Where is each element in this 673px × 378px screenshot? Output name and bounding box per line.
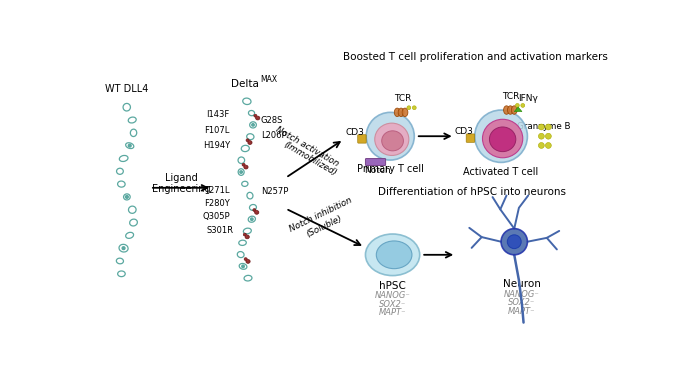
Ellipse shape: [253, 208, 254, 209]
Text: F107L: F107L: [205, 125, 229, 135]
Text: TCR: TCR: [394, 94, 411, 103]
Text: F280Y: F280Y: [204, 200, 229, 209]
Ellipse shape: [244, 165, 248, 169]
Ellipse shape: [245, 235, 249, 239]
Text: T271L: T271L: [205, 186, 229, 195]
Text: L206P: L206P: [261, 131, 287, 140]
Ellipse shape: [244, 257, 246, 259]
Text: Notch inhibition: Notch inhibition: [288, 196, 353, 234]
Ellipse shape: [474, 110, 528, 163]
Ellipse shape: [376, 241, 412, 269]
Circle shape: [407, 106, 411, 110]
Ellipse shape: [507, 106, 513, 114]
Circle shape: [545, 124, 551, 130]
Text: Delta: Delta: [232, 79, 259, 89]
Ellipse shape: [246, 235, 247, 237]
Text: Boosted T cell proliferation and activation markers: Boosted T cell proliferation and activat…: [343, 52, 608, 62]
Ellipse shape: [489, 127, 516, 152]
Text: hPSC: hPSC: [379, 280, 406, 291]
Circle shape: [521, 104, 525, 107]
Circle shape: [129, 144, 131, 147]
Circle shape: [413, 106, 416, 110]
Ellipse shape: [256, 116, 258, 118]
Text: NANOG⁻: NANOG⁻: [375, 291, 411, 300]
Circle shape: [516, 104, 520, 107]
Text: Notch activation: Notch activation: [274, 125, 341, 169]
Text: N257P: N257P: [261, 187, 288, 196]
Ellipse shape: [244, 258, 247, 260]
Circle shape: [538, 133, 544, 139]
Circle shape: [240, 171, 242, 173]
Ellipse shape: [394, 108, 400, 116]
Ellipse shape: [242, 163, 245, 166]
Ellipse shape: [244, 233, 246, 236]
Circle shape: [545, 143, 551, 149]
Circle shape: [538, 143, 544, 149]
Text: Neuron: Neuron: [503, 279, 541, 289]
Circle shape: [538, 124, 544, 130]
Ellipse shape: [382, 131, 403, 151]
Ellipse shape: [483, 119, 523, 158]
Text: SOX2⁻: SOX2⁻: [508, 298, 536, 307]
FancyBboxPatch shape: [365, 158, 386, 166]
Text: MAPT⁻: MAPT⁻: [379, 308, 406, 317]
Ellipse shape: [402, 108, 408, 116]
Text: IFNγ: IFNγ: [518, 94, 538, 103]
Ellipse shape: [503, 106, 509, 114]
Ellipse shape: [246, 139, 249, 142]
Ellipse shape: [375, 123, 409, 155]
Text: Activated T cell: Activated T cell: [464, 167, 538, 177]
Text: NANOG⁻: NANOG⁻: [504, 290, 540, 299]
Ellipse shape: [246, 260, 250, 263]
Circle shape: [545, 133, 551, 139]
Text: H194Y: H194Y: [203, 141, 229, 150]
Circle shape: [122, 247, 125, 249]
Circle shape: [252, 124, 254, 126]
Text: WT DLL4: WT DLL4: [105, 84, 149, 94]
Ellipse shape: [244, 165, 246, 167]
Ellipse shape: [366, 112, 415, 160]
Ellipse shape: [248, 141, 252, 144]
FancyBboxPatch shape: [466, 134, 474, 143]
Text: CD3: CD3: [454, 127, 473, 136]
Circle shape: [501, 229, 528, 255]
Circle shape: [507, 235, 521, 249]
Text: MAX: MAX: [260, 75, 277, 84]
Ellipse shape: [255, 211, 257, 212]
Text: Ligand: Ligand: [165, 173, 197, 183]
Text: Engineering: Engineering: [151, 184, 210, 194]
Text: CD3: CD3: [346, 128, 365, 137]
Text: I143F: I143F: [207, 110, 229, 119]
Text: S301R: S301R: [207, 226, 234, 235]
Text: Primary T cell: Primary T cell: [357, 164, 424, 174]
Ellipse shape: [246, 260, 248, 261]
Text: TCR: TCR: [503, 92, 520, 101]
Ellipse shape: [398, 108, 404, 116]
Text: Notch: Notch: [364, 166, 390, 175]
Text: G28S: G28S: [261, 116, 283, 124]
Ellipse shape: [244, 233, 245, 234]
Text: Q305P: Q305P: [202, 212, 229, 221]
FancyBboxPatch shape: [358, 135, 366, 143]
Ellipse shape: [256, 116, 260, 120]
Text: Granzyme B: Granzyme B: [518, 122, 571, 132]
Circle shape: [242, 265, 244, 268]
Ellipse shape: [254, 115, 257, 117]
Ellipse shape: [254, 114, 255, 115]
Text: (Immobilized): (Immobilized): [282, 141, 339, 178]
Ellipse shape: [253, 209, 256, 211]
Ellipse shape: [365, 234, 420, 276]
Text: SOX2⁻: SOX2⁻: [379, 300, 406, 308]
Ellipse shape: [254, 211, 259, 214]
Circle shape: [250, 218, 253, 220]
Text: MAPT⁻: MAPT⁻: [508, 307, 536, 316]
Text: Differentiation of hPSC into neurons: Differentiation of hPSC into neurons: [378, 187, 565, 197]
Circle shape: [125, 195, 129, 198]
Ellipse shape: [248, 141, 250, 142]
Polygon shape: [514, 107, 522, 112]
Text: (Soluble): (Soluble): [305, 214, 344, 239]
Ellipse shape: [242, 163, 244, 164]
Ellipse shape: [511, 106, 517, 114]
